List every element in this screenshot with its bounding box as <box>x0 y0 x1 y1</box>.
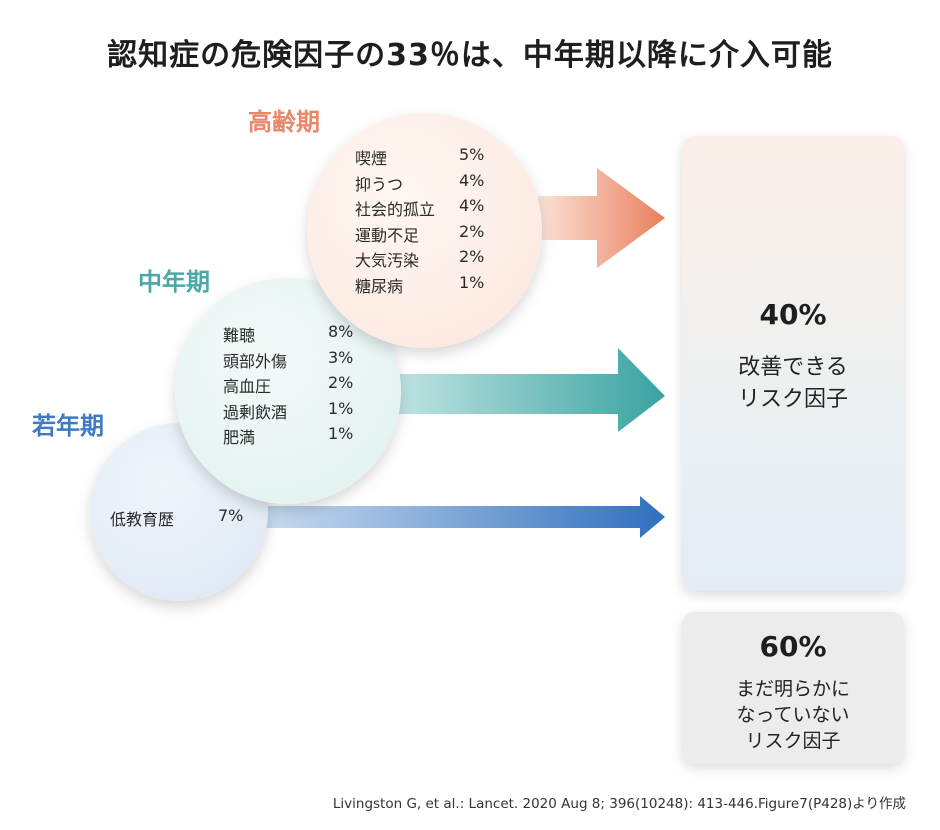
factor-name: 運動不足 <box>355 225 420 245</box>
unknown-risk-box: 60% まだ明らかに なっていない リスク因子 <box>682 612 904 764</box>
modifiable-description: 改善できる リスク因子 <box>682 352 904 416</box>
unknown-line-3: リスク因子 <box>745 730 841 752</box>
factor-name: 喫煙 <box>355 149 388 168</box>
factor-name: 社会的孤立 <box>355 200 436 219</box>
factor-percent: 1% <box>328 424 354 443</box>
young-arrow <box>262 496 665 538</box>
factor-percent: 1% <box>328 398 354 418</box>
elderly-stage-circle <box>307 113 542 348</box>
factor-percent: 2% <box>459 221 485 241</box>
young-stage-label: 若年期 <box>32 412 104 440</box>
factor-percent: 4% <box>459 170 485 190</box>
factor-percent: 2% <box>459 247 485 266</box>
factor-percent: 3% <box>328 347 354 367</box>
unknown-line-2: なっていない <box>736 704 850 726</box>
factor-name: 低教育歴 <box>110 510 175 529</box>
citation-text: Livingston G, et al.: Lancet. 2020 Aug 8… <box>332 796 906 812</box>
modifiable-percent: 40% <box>759 298 827 331</box>
elderly-stage-label: 高齢期 <box>248 108 320 136</box>
factor-percent: 7% <box>218 506 244 525</box>
modifiable-line-1: 改善できる <box>738 355 848 380</box>
factor-name: 糖尿病 <box>355 276 404 296</box>
factor-name: 頭部外傷 <box>223 351 288 371</box>
unknown-line-1: まだ明らかに <box>735 678 850 700</box>
factor-name: 肥満 <box>223 428 256 447</box>
factor-percent: 2% <box>328 373 354 392</box>
factor-name: 高血圧 <box>223 377 272 396</box>
factor-percent: 8% <box>328 322 354 341</box>
elder-arrow <box>538 168 665 268</box>
factor-percent: 5% <box>459 145 485 164</box>
unknown-percent: 60% <box>759 630 827 663</box>
middle-stage-label: 中年期 <box>138 268 210 296</box>
factor-name: 大気汚染 <box>355 251 420 270</box>
factor-name: 過剰飲酒 <box>223 402 288 422</box>
page-title: 認知症の危険因子の33％は、中年期以降に介入可能 <box>107 38 833 73</box>
factor-percent: 4% <box>459 196 485 215</box>
modifiable-risk-box: 40% 改善できる リスク因子 <box>682 136 904 591</box>
unknown-description: まだ明らかに なっていない リスク因子 <box>682 676 904 754</box>
factor-name: 抑うつ <box>355 174 404 194</box>
modifiable-line-2: リスク因子 <box>737 387 848 412</box>
middle-arrow <box>398 348 665 432</box>
factor-percent: 1% <box>459 272 485 292</box>
factor-name: 難聴 <box>223 326 256 345</box>
